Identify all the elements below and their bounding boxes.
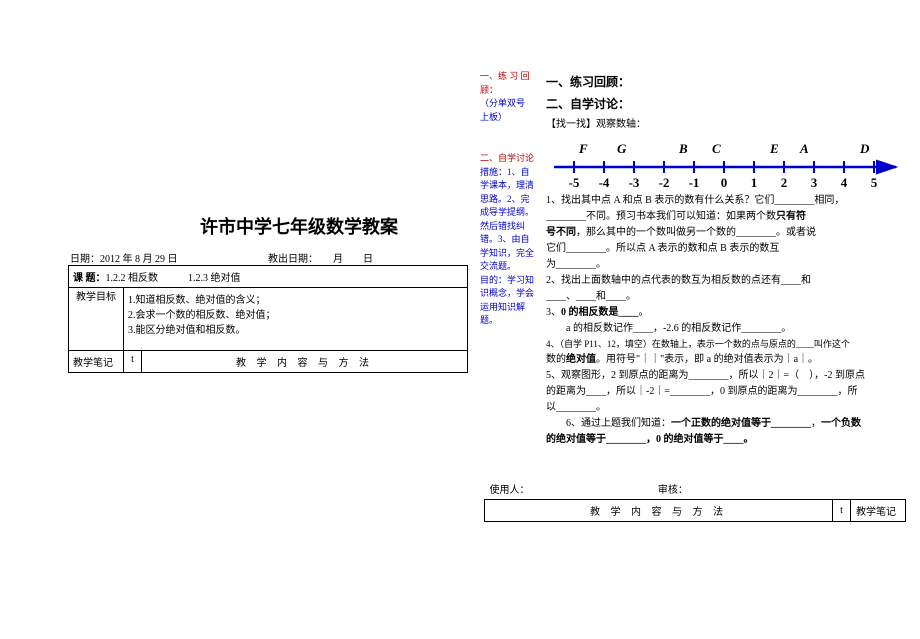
goal-1: 1.知道相反数、绝对值的含义； — [128, 291, 463, 306]
sb-2-12: 运用知识解 — [480, 301, 538, 315]
p1d: 它们________。所以点 A 表示的数和点 B 表示的数互 — [546, 241, 910, 257]
sb-1-4: 上板） — [480, 111, 538, 125]
sb-1-1: 一、练 习 回 — [480, 70, 538, 84]
footer-t: t — [833, 500, 851, 522]
p6a: 6、通过上题我们知道： — [546, 418, 671, 429]
content-header: 教 学 内 容 与 方 法 — [142, 351, 468, 373]
sb-2-1: 二、自学讨论 — [480, 152, 538, 166]
p3b: a 的相反数记作____，-2.6 的相反数记作________。 — [546, 321, 910, 337]
p4b2: 。用符号"｜｜"表示，即 a 的绝对值表示为｜a｜。 — [596, 354, 818, 365]
p1b: ________不同。预习书本我们可以知道：如果两个数 — [546, 211, 776, 222]
footer-header: 教 学 内 容 与 方 法 — [485, 500, 833, 522]
sb-2-11: 识概念，学会 — [480, 287, 538, 301]
p5a: 5、观察图形，2 到原点的距离为________，所以｜2｜=（ ），-2 到原… — [546, 368, 910, 384]
p4b-bold: 绝对值 — [566, 354, 596, 365]
svg-text:3: 3 — [811, 175, 818, 190]
sb-2-4: 思路。2、完 — [480, 193, 538, 207]
taught-date: 教出日期： 月 日 — [268, 250, 373, 265]
p1a: 1、找出其中点 A 和点 B 表示的数有什么关系？它们________相同， — [546, 193, 910, 209]
sb-2-2: 措施：1、自 — [480, 166, 538, 180]
p2a: 2、找出上面数轴中的点代表的数互为相反数的点还有____和 — [546, 273, 910, 289]
sb-2-10: 目的：学习知 — [480, 274, 538, 288]
sb-2-13: 题。 — [480, 314, 538, 328]
written-date: 日期：2012 年 8 月 29 日 — [70, 250, 178, 265]
p1c: ，那么其中的一个数叫做另一个数的________。或者说 — [576, 227, 816, 238]
goal-2: 2.会求一个数的相反数、绝对值； — [128, 306, 463, 321]
numberline-letters: F G B C E A D — [544, 139, 910, 157]
p4b: 数的 — [546, 354, 566, 365]
find-label: 【找一找】观察数轴： — [546, 117, 910, 133]
svg-text:0: 0 — [721, 175, 728, 190]
p6a2: ， — [811, 418, 821, 429]
svg-text:-1: -1 — [689, 175, 700, 190]
p6a-b2: 一个负数 — [821, 418, 861, 429]
topic-label: 课 题： — [73, 273, 106, 284]
sb-2-3: 学课本，理清 — [480, 179, 538, 193]
p6a-b1: 一个正数的绝对值等于________ — [671, 418, 811, 429]
footer-user: 使用人： — [485, 478, 653, 500]
content-col: 一、练习回顾： 二、自学讨论： 【找一找】观察数轴： F G B C E A D — [546, 73, 910, 448]
p3a2: 。 — [639, 307, 649, 318]
p5c: 以________。 — [546, 400, 910, 416]
p6b: 的绝对值等于________，0 的绝对值等于____。 — [546, 432, 910, 448]
p1c-bold: 号不同 — [546, 227, 576, 238]
sb-2-9: 交流题。 — [480, 260, 538, 274]
svg-text:4: 4 — [841, 175, 848, 190]
right-pane: 一、练 习 回 顾： （分单双号 上板） 二、自学讨论 措施：1、自 学课本，理… — [480, 70, 910, 448]
sb-2-6: 然后错找纠 — [480, 220, 538, 234]
topic-text: 1.2.2 相反数 1.2.3 绝对值 — [106, 273, 241, 284]
sb-2-8: 学知识，完全 — [480, 247, 538, 261]
sb-1-3: （分单双号 — [480, 97, 538, 111]
sb-2-7: 错。3、由自 — [480, 233, 538, 247]
svg-text:-2: -2 — [659, 175, 670, 190]
svg-text:5: 5 — [871, 175, 878, 190]
sidebar: 一、练 习 回 顾： （分单双号 上板） 二、自学讨论 措施：1、自 学课本，理… — [480, 70, 538, 328]
letter-e: E — [770, 139, 779, 160]
footer-note: 教学笔记 — [851, 500, 906, 522]
svg-text:-4: -4 — [599, 175, 610, 190]
page-title: 许市中学七年级数学教案 — [200, 213, 398, 239]
goal-label: 教学目标 — [69, 288, 124, 351]
note-t: t — [124, 351, 142, 373]
sb-1-2: 顾： — [480, 84, 538, 98]
svg-text:2: 2 — [781, 175, 788, 190]
p3a: 3、 — [546, 307, 561, 318]
p3a-bold: 0 的相反数是____ — [561, 307, 639, 318]
numberline-svg: -5 -4 -3 -2 -1 0 1 2 3 4 5 — [546, 157, 906, 193]
p1e: 为________。 — [546, 257, 910, 273]
note-label: 教学笔记 — [69, 351, 124, 373]
svg-text:1: 1 — [751, 175, 758, 190]
p1b-bold: 只有符 — [776, 211, 806, 222]
p2b: ____、____和____。 — [546, 289, 910, 305]
section-2-title: 二、自学讨论： — [546, 95, 910, 114]
letter-b: B — [679, 139, 688, 160]
letter-d: D — [860, 139, 869, 160]
svg-text:-3: -3 — [629, 175, 640, 190]
letter-g: G — [617, 139, 626, 160]
letter-c: C — [712, 139, 721, 160]
sb-2-5: 成导学提纲。 — [480, 206, 538, 220]
p5b: 的距离为____，所以｜-2｜=________，0 到原点的距离为______… — [546, 384, 910, 400]
goal-3: 3.能区分绝对值和相反数。 — [128, 321, 463, 336]
footer-table: 使用人： 审核： 教 学 内 容 与 方 法 t 教学笔记 — [484, 478, 906, 522]
letter-a: A — [800, 139, 809, 160]
letter-f: F — [579, 139, 588, 160]
lesson-table: 课 题：1.2.2 相反数 1.2.3 绝对值 教学目标 1.知道相反数、绝对值… — [68, 265, 468, 373]
p4a: 4、（自学 P11、12，填空）在数轴上，表示一个数的点与原点的____叫作这个 — [546, 337, 910, 351]
footer-reviewer: 审核： — [653, 478, 906, 500]
svg-text:-5: -5 — [569, 175, 580, 190]
section-1-title: 一、练习回顾： — [546, 73, 910, 92]
